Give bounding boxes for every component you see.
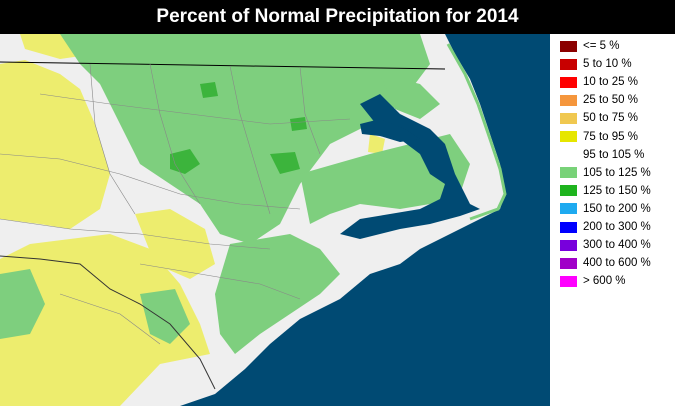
legend-label: 5 to 10 % bbox=[583, 58, 632, 71]
legend-item: 105 to 125 % bbox=[560, 166, 651, 180]
ocean bbox=[180, 34, 550, 406]
legend-label: 300 to 400 % bbox=[583, 239, 651, 252]
legend-swatch bbox=[560, 185, 577, 197]
legend-label: > 600 % bbox=[583, 275, 626, 288]
legend-label: 200 to 300 % bbox=[583, 221, 651, 233]
legend-item: 400 to 600 % bbox=[560, 256, 651, 270]
precipitation-map bbox=[0, 34, 550, 406]
legend-item: 50 to 75 % bbox=[560, 111, 638, 125]
legend-swatch bbox=[560, 167, 577, 179]
legend-label: 10 to 25 % bbox=[583, 76, 638, 89]
legend-swatch bbox=[560, 239, 577, 251]
legend-label: 25 to 50 % bbox=[583, 94, 638, 107]
legend-swatch bbox=[560, 257, 577, 269]
state-boundary bbox=[0, 61, 446, 70]
legend-label: 125 to 150 % bbox=[583, 184, 651, 197]
legend-item: 25 to 50 % bbox=[560, 93, 638, 107]
legend-swatch bbox=[560, 112, 577, 124]
legend-item: 95 to 105 % bbox=[560, 148, 644, 162]
legend-swatch bbox=[560, 94, 577, 106]
legend-label: 105 to 125 % bbox=[583, 166, 651, 179]
map-title: Percent of Normal Precipitation for 2014 bbox=[0, 0, 675, 34]
albemarle-sound bbox=[360, 119, 420, 142]
legend-item: 200 to 300 % bbox=[560, 220, 651, 234]
legend-swatch bbox=[560, 203, 577, 215]
legend-item: 5 to 10 % bbox=[560, 57, 632, 71]
much-above-normal-regions bbox=[170, 82, 307, 174]
legend-swatch bbox=[560, 40, 577, 52]
county-lines bbox=[0, 63, 351, 345]
legend-label: 50 to 75 % bbox=[583, 112, 638, 125]
legend-swatch bbox=[560, 149, 577, 161]
legend-item: <= 5 % bbox=[560, 39, 619, 53]
legend-swatch bbox=[560, 76, 577, 88]
sc-boundary bbox=[0, 255, 216, 390]
legend-label: 95 to 105 % bbox=[583, 148, 645, 161]
legend-swatch bbox=[560, 58, 577, 70]
legend: <= 5 % 5 to 10 % 10 to 25 % 25 to 50 % 50 to… bbox=[552, 34, 675, 406]
legend-swatch bbox=[560, 275, 577, 287]
legend-item: 75 to 95 % bbox=[560, 130, 638, 144]
legend-swatch bbox=[560, 221, 577, 233]
legend-item: 125 to 150 % bbox=[560, 184, 651, 198]
outer-banks bbox=[446, 43, 507, 221]
pamlico-sound bbox=[340, 94, 480, 239]
legend-label: 150 to 200 % bbox=[583, 202, 651, 215]
legend-swatch bbox=[560, 131, 577, 142]
legend-item: 10 to 25 % bbox=[560, 75, 638, 89]
legend-item: 150 to 200 % bbox=[560, 202, 651, 216]
legend-item: > 600 % bbox=[560, 274, 626, 288]
legend-label: 400 to 600 % bbox=[583, 257, 651, 270]
legend-label: <= 5 % bbox=[583, 40, 620, 52]
below-normal-regions bbox=[0, 34, 385, 406]
legend-label: 75 to 95 % bbox=[583, 130, 638, 143]
legend-item: 300 to 400 % bbox=[560, 238, 651, 252]
